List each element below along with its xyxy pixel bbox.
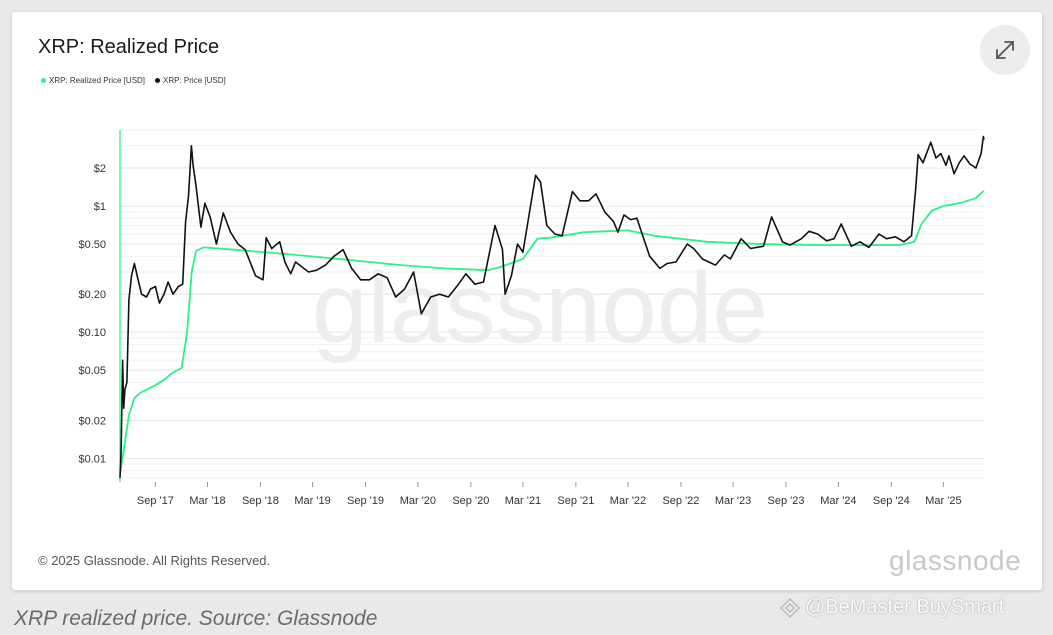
x-tick-label: Sep '18	[242, 495, 279, 507]
chart-plot[interactable]: glassnode $0.01 $0.02 $0.05 $0.10 $0.20 $0.50…	[12, 12, 1042, 532]
series-layer	[119, 135, 985, 478]
realized-price-line[interactable]	[119, 190, 985, 475]
y-tick-label: $2	[94, 163, 106, 175]
x-tick-label: Mar '19	[294, 495, 330, 507]
diamond-logo-icon	[779, 597, 801, 618]
x-tick-label: Mar '22	[610, 495, 646, 507]
x-tick-label: Mar '24	[820, 495, 856, 507]
x-tick-label: Mar '21	[505, 495, 541, 507]
y-tick-label: $0.02	[78, 415, 106, 427]
x-tick-label: Mar '25	[925, 495, 961, 507]
x-tick-label: Sep '23	[768, 495, 805, 507]
chart-card: XRP: Realized Price XRP: Realized Price …	[12, 12, 1042, 590]
legend-label: XRP: Realized Price [USD]	[49, 76, 146, 85]
y-axis: $0.01 $0.02 $0.05 $0.10 $0.20 $0.50 $1 $2	[78, 130, 121, 482]
x-tick-label: Sep '20	[452, 495, 489, 507]
chart-title: XRP: Realized Price	[38, 36, 220, 58]
x-tick-label: Sep '22	[662, 495, 699, 507]
y-tick-label: $0.01	[78, 453, 106, 465]
background-watermark: glassnode	[312, 252, 768, 364]
figure-caption: XRP realized price. Source: Glassnode	[14, 607, 378, 630]
y-tick-label: $0.50	[78, 239, 106, 251]
copyright-text: © 2025 Glassnode. All Rights Reserved.	[38, 553, 271, 568]
y-tick-label: $0.05	[78, 365, 106, 377]
source-watermark: @BeMaster BuySmart	[779, 596, 1004, 619]
price-line[interactable]	[119, 135, 985, 478]
x-tick-label: Mar '18	[189, 495, 225, 507]
expand-button[interactable]	[980, 25, 1030, 75]
grid-lines	[120, 129, 984, 479]
x-tick-label: Sep '19	[347, 495, 384, 507]
x-axis: Sep '17 Mar '18 Sep '18 Mar '19 Sep '19 Mar '…	[137, 482, 962, 507]
x-tick-label: Sep '17	[137, 495, 174, 507]
legend-label: XRP: Price [USD]	[163, 76, 226, 85]
y-tick-label: $1	[94, 201, 106, 213]
x-tick-label: Mar '23	[715, 495, 751, 507]
source-watermark-text: @BeMaster BuySmart	[805, 596, 1005, 618]
legend-item-price[interactable]: XRP: Price [USD]	[155, 76, 226, 85]
x-tick-label: Sep '21	[557, 495, 594, 507]
glassnode-logo: glassnode	[889, 545, 1022, 576]
chart-legend: XRP: Realized Price [USD] XRP: Price [US…	[41, 76, 226, 85]
x-tick-label: Sep '24	[873, 495, 910, 507]
legend-dot-icon	[41, 78, 46, 83]
legend-dot-icon	[155, 78, 161, 83]
legend-item-realized-price[interactable]: XRP: Realized Price [USD]	[41, 76, 145, 85]
expand-arrows-icon	[996, 41, 1014, 59]
y-tick-label: $0.10	[78, 327, 106, 339]
y-tick-label: $0.20	[78, 289, 106, 301]
x-tick-label: Mar '20	[400, 495, 436, 507]
